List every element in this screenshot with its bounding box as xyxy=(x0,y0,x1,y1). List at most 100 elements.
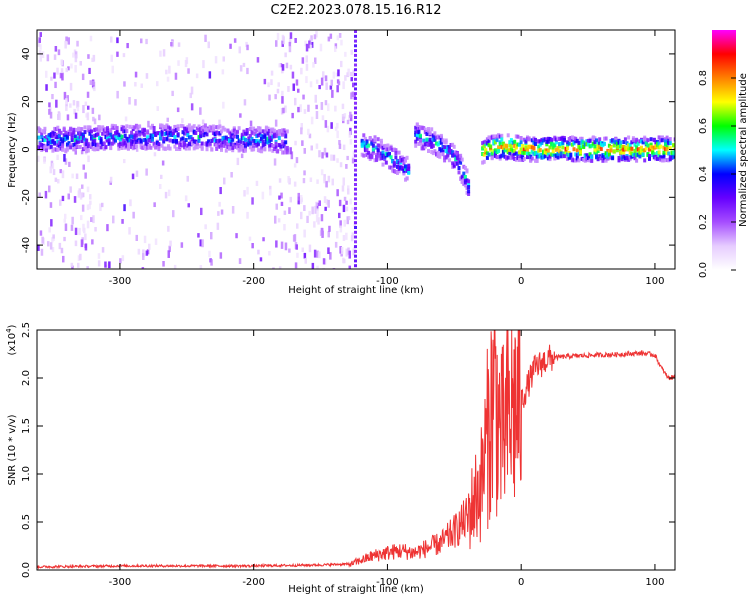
heatmap-cell xyxy=(422,144,426,149)
heatmap-cell xyxy=(546,156,550,161)
heatmap-cell xyxy=(607,150,611,155)
heatmap-cell xyxy=(43,128,47,135)
heatmap-cell xyxy=(263,134,267,139)
heatmap-cell xyxy=(318,85,321,90)
heatmap-cell xyxy=(134,82,137,87)
heatmap-cell xyxy=(652,155,656,160)
heatmap-cell xyxy=(76,106,80,112)
heatmap-cell xyxy=(131,146,135,151)
heatmap-cell xyxy=(548,157,552,162)
heatmap-cell xyxy=(218,119,221,127)
heatmap-cell xyxy=(313,34,317,40)
heatmap-cell xyxy=(257,249,260,255)
heatmap-cell xyxy=(423,144,427,149)
heatmap-cell xyxy=(274,144,278,149)
heatmap-cell xyxy=(108,261,111,269)
heatmap-cell xyxy=(665,151,669,155)
heatmap-cell xyxy=(73,142,77,147)
heatmap-cell xyxy=(63,154,66,162)
heatmap-cell xyxy=(231,206,235,214)
heatmap-cell xyxy=(323,147,327,156)
heatmap-cell xyxy=(310,116,314,125)
heatmap-cell xyxy=(149,136,153,141)
heatmap-cell xyxy=(530,145,534,150)
heatmap-cell xyxy=(577,158,581,163)
heatmap-cell xyxy=(51,148,55,153)
heatmap-cell xyxy=(428,140,432,144)
heatmap-cell xyxy=(354,77,357,81)
heatmap-cell xyxy=(88,129,92,134)
heatmap-cell xyxy=(159,136,162,141)
heatmap-cell xyxy=(348,250,351,259)
heatmap-cell xyxy=(386,152,390,157)
heatmap-cell xyxy=(443,158,447,163)
heatmap-cell xyxy=(417,130,421,135)
heatmap-cell xyxy=(601,154,605,159)
heatmap-cell xyxy=(585,153,589,158)
heatmap-cell xyxy=(239,147,243,152)
heatmap-cell xyxy=(373,138,377,143)
snr-frame xyxy=(36,329,676,571)
heatmap-cell xyxy=(76,40,79,47)
heatmap-cell xyxy=(49,144,53,149)
heatmap-cell xyxy=(162,146,166,151)
heatmap-cell xyxy=(352,69,355,77)
heatmap-cell xyxy=(407,166,411,171)
heatmap-cell xyxy=(207,41,210,49)
heatmap-cell xyxy=(490,151,494,156)
heatmap-cell xyxy=(558,142,562,147)
heatmap-cell xyxy=(319,43,323,52)
heatmap-cell xyxy=(121,219,124,224)
heatmap-cell xyxy=(74,227,78,236)
heatmap-cell xyxy=(638,150,642,155)
y-tick-label: 2.5 xyxy=(21,322,32,338)
heatmap-cell xyxy=(643,158,647,163)
heatmap-cell xyxy=(315,79,319,84)
heatmap-cell xyxy=(54,81,57,89)
heatmap-cell xyxy=(404,177,407,182)
heatmap-cell xyxy=(402,168,406,173)
heatmap-cell xyxy=(436,150,440,155)
heatmap-cell xyxy=(526,155,529,160)
heatmap-cell xyxy=(657,153,661,158)
heatmap-cell xyxy=(585,142,589,147)
heatmap-cell xyxy=(239,65,243,72)
heatmap-cell xyxy=(419,141,422,146)
heatmap-cell xyxy=(553,156,557,161)
heatmap-cell xyxy=(339,246,342,254)
heatmap-cell xyxy=(484,142,488,146)
heatmap-cell xyxy=(659,157,663,162)
heatmap-cell xyxy=(582,145,586,149)
heatmap-cell xyxy=(186,143,190,148)
heatmap-cell xyxy=(165,123,169,128)
heatmap-cell xyxy=(231,137,235,142)
heatmap-cell xyxy=(187,135,191,140)
heatmap-cell xyxy=(70,138,74,143)
heatmap-cell xyxy=(199,265,203,269)
heatmap-cell xyxy=(248,127,252,131)
heatmap-cell xyxy=(178,145,182,150)
heatmap-cell xyxy=(39,32,42,38)
heatmap-cell xyxy=(239,145,243,150)
heatmap-cell xyxy=(277,136,281,141)
heatmap-cell xyxy=(250,147,254,152)
heatmap-cell xyxy=(202,133,206,138)
heatmap-cell xyxy=(338,212,341,219)
heatmap-cell xyxy=(330,79,333,86)
heatmap-cell xyxy=(444,149,448,153)
heatmap-cell xyxy=(460,175,464,180)
heatmap-cell xyxy=(170,133,174,137)
heatmap-cell xyxy=(176,124,180,129)
heatmap-cell xyxy=(154,238,158,245)
heatmap-cell xyxy=(457,154,461,159)
heatmap-cell xyxy=(640,145,643,150)
heatmap-cell xyxy=(451,153,455,158)
heatmap-cell xyxy=(670,155,674,160)
heatmap-cell xyxy=(321,115,325,121)
heatmap-cell xyxy=(114,138,117,143)
heatmap-cell xyxy=(176,107,180,113)
y-tick-label: -20 xyxy=(21,189,32,205)
heatmap-cell xyxy=(269,185,272,190)
heatmap-cell xyxy=(542,149,545,154)
heatmap-cell xyxy=(556,136,560,141)
